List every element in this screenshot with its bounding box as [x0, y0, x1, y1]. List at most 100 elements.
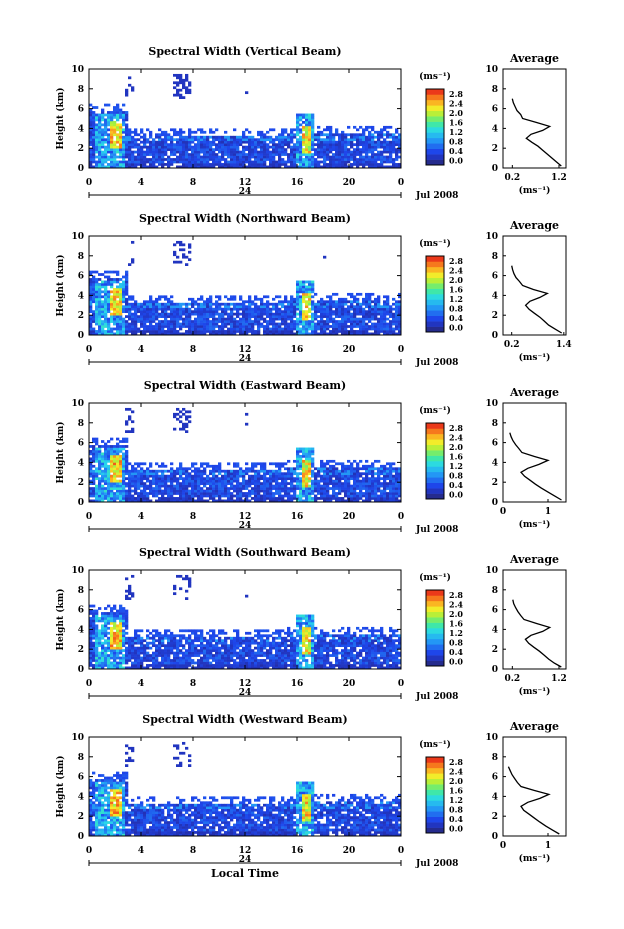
heatmap-cell [248, 150, 252, 154]
heatmap-cell [152, 158, 156, 161]
heatmap-cell [341, 300, 345, 304]
heatmap-cell [302, 479, 306, 483]
heatmap-cell [140, 305, 144, 309]
heatmap-cell [272, 462, 276, 466]
heatmap-cell [389, 307, 393, 311]
heatmap-cell [101, 273, 105, 276]
heatmap-cell [116, 138, 120, 142]
heatmap-cell [98, 283, 102, 286]
heatmap-cell [89, 103, 93, 107]
heatmap-cell [293, 325, 297, 328]
heatmap-cell [116, 464, 120, 468]
heatmap-cell [305, 280, 309, 284]
heatmap-cell [392, 489, 396, 493]
heatmap-cell [257, 155, 261, 159]
heatmap-cell [320, 312, 324, 316]
heatmap-cell [125, 285, 129, 289]
heatmap-cell [167, 320, 171, 323]
heatmap-cell [122, 153, 126, 156]
heatmap-cell [173, 73, 177, 77]
heatmap-cell [257, 145, 261, 149]
heatmap-cell [128, 489, 132, 493]
heatmap-cell [236, 307, 240, 311]
heatmap-cell [305, 135, 309, 139]
heatmap-cell [104, 125, 108, 129]
heatmap-cell [236, 492, 240, 495]
heatmap-cell [290, 160, 294, 164]
heatmap-cell [215, 467, 219, 471]
heatmap-cell [275, 477, 279, 481]
heatmap-cell [215, 153, 219, 156]
heatmap-cell [152, 305, 156, 309]
heatmap-cell [119, 445, 123, 448]
heatmap-cell [101, 322, 105, 326]
profile-title: Average [509, 386, 559, 399]
heatmap-cell [188, 320, 192, 323]
heatmap-cell [143, 322, 147, 326]
heatmap-cell [239, 469, 243, 473]
heatmap-cell [236, 305, 240, 309]
heatmap-cell [185, 430, 189, 433]
heatmap-cell [104, 158, 108, 161]
heatmap-cell [170, 312, 174, 316]
heatmap-cell [158, 163, 162, 166]
heatmap-cell [236, 135, 240, 139]
heatmap-cell [200, 150, 204, 154]
heatmap-cell [98, 160, 102, 164]
heatmap-cell [140, 160, 144, 164]
heatmap-cell [116, 320, 120, 323]
heatmap-cell [221, 499, 225, 503]
heatmap-cell [299, 327, 303, 331]
heatmap-cell [245, 422, 249, 426]
heatmap-cell [128, 140, 132, 144]
heatmap-cell [95, 472, 99, 476]
heatmap-cell [350, 302, 354, 306]
heatmap-cell [200, 135, 204, 139]
heatmap-cell [92, 317, 96, 321]
heatmap-cell [329, 158, 333, 161]
heatmap-cell [365, 125, 369, 129]
colorbar-tick-label: 1.2 [449, 127, 463, 137]
heatmap-cell [317, 469, 321, 473]
heatmap-cell [242, 332, 246, 336]
heatmap-cell [281, 497, 285, 500]
heatmap-cell [92, 447, 96, 451]
heatmap-cell [302, 160, 306, 164]
heatmap-cell [221, 489, 225, 493]
heatmap-cell [341, 499, 345, 503]
heatmap-cell [371, 292, 375, 296]
heatmap-cell [398, 317, 402, 321]
heatmap-cell [203, 327, 207, 331]
heatmap-cell [296, 290, 300, 294]
heatmap-cell [173, 148, 177, 151]
heatmap-cell [272, 472, 276, 476]
heatmap-cell [155, 492, 159, 495]
heatmap-cell [236, 472, 240, 476]
heatmap-cell [122, 479, 126, 483]
heatmap-cell [191, 148, 195, 151]
heatmap-cell [356, 140, 360, 144]
heatmap-cell [287, 145, 291, 149]
heatmap-cell [299, 285, 303, 289]
heatmap-cell [254, 295, 258, 299]
heatmap-cell [335, 474, 339, 478]
heatmap-cell [305, 325, 309, 328]
heatmap-cell [182, 322, 186, 326]
heatmap-cell [215, 325, 219, 328]
heatmap-cell [266, 145, 270, 149]
heatmap-cell [107, 484, 111, 488]
heatmap-cell [380, 482, 384, 485]
heatmap-cell [392, 484, 396, 488]
heatmap-cell [347, 305, 351, 309]
colorbar-band [426, 288, 444, 295]
heatmap-cell [332, 330, 336, 333]
heatmap-cell [338, 135, 342, 139]
profile-y-tick-label: 8 [492, 419, 498, 429]
heatmap-cell [299, 454, 303, 458]
heatmap-cell [167, 469, 171, 473]
heatmap-cell [293, 145, 297, 149]
heatmap-cell [395, 474, 399, 478]
heatmap-cell [221, 302, 225, 306]
heatmap-cell [92, 454, 96, 458]
heatmap-cell [251, 300, 255, 304]
